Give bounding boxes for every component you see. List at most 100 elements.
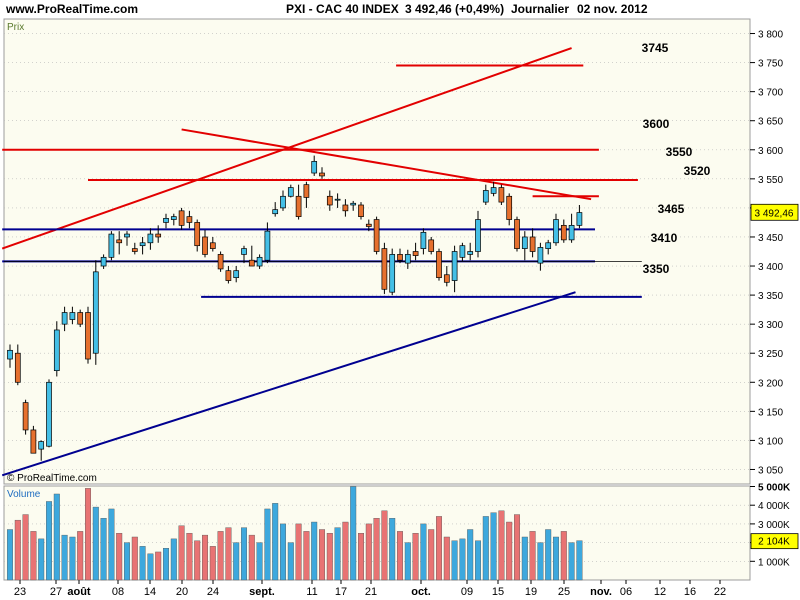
candle-body[interactable] — [553, 219, 559, 244]
volume-bar[interactable] — [365, 523, 372, 581]
volume-bar[interactable] — [84, 488, 91, 581]
volume-bar[interactable] — [295, 523, 302, 581]
volume-bar[interactable] — [280, 523, 287, 581]
candle-body[interactable] — [202, 236, 208, 255]
volume-bar[interactable] — [256, 542, 263, 581]
volume-bar[interactable] — [443, 536, 450, 581]
candle-body[interactable] — [397, 254, 403, 261]
volume-bar[interactable] — [233, 542, 240, 581]
volume-bar[interactable] — [209, 546, 216, 581]
volume-bar[interactable] — [482, 516, 489, 581]
candle-body[interactable] — [420, 231, 427, 249]
volume-bar[interactable] — [225, 527, 232, 581]
volume-bar[interactable] — [14, 519, 21, 581]
candle-body[interactable] — [326, 195, 333, 206]
volume-bar[interactable] — [404, 542, 411, 581]
candle-body[interactable] — [428, 239, 435, 252]
volume-bar[interactable] — [319, 529, 326, 581]
volume-bar[interactable] — [264, 508, 271, 581]
candle-body[interactable] — [186, 216, 193, 223]
candle-body[interactable] — [100, 256, 107, 267]
volume-bar[interactable] — [108, 508, 115, 581]
volume-bar[interactable] — [194, 540, 201, 581]
candle-body[interactable] — [311, 161, 318, 174]
candle-body[interactable] — [46, 381, 52, 447]
volume-bar[interactable] — [467, 529, 474, 581]
volume-bar[interactable] — [116, 533, 123, 581]
candle-body[interactable] — [69, 312, 76, 320]
candle-body[interactable] — [482, 190, 489, 203]
volume-bar[interactable] — [521, 536, 528, 581]
volume-bar[interactable] — [342, 521, 349, 581]
volume-bar[interactable] — [490, 512, 497, 581]
volume-bar[interactable] — [436, 516, 443, 581]
candle-body[interactable] — [225, 270, 232, 281]
volume-bar[interactable] — [6, 529, 13, 581]
volume-bar[interactable] — [389, 518, 396, 581]
candle-body[interactable] — [131, 248, 138, 252]
candle-body[interactable] — [342, 204, 349, 212]
volume-bar[interactable] — [38, 538, 45, 581]
candle-body[interactable] — [365, 223, 372, 227]
candle-body[interactable] — [155, 233, 162, 238]
volume-bar[interactable] — [475, 540, 482, 581]
volume-bar[interactable] — [201, 534, 208, 581]
candle-body[interactable] — [22, 402, 29, 431]
candle-body[interactable] — [280, 195, 286, 209]
volume-bar[interactable] — [397, 531, 404, 581]
candle-body[interactable] — [116, 239, 123, 244]
volume-bar[interactable] — [412, 533, 419, 581]
volume-bar[interactable] — [311, 521, 318, 581]
candle-body[interactable] — [108, 233, 115, 258]
volume-bar[interactable] — [139, 546, 146, 581]
volume-bar[interactable] — [303, 531, 310, 581]
candle-body[interactable] — [537, 247, 544, 264]
candle-body[interactable] — [521, 236, 528, 249]
candle-body[interactable] — [475, 219, 481, 252]
volume-bar[interactable] — [30, 531, 37, 581]
candle-body[interactable] — [451, 251, 458, 281]
candle-body[interactable] — [233, 270, 240, 279]
candle-body[interactable] — [7, 349, 13, 360]
candle-body[interactable] — [303, 184, 310, 198]
volume-bar[interactable] — [537, 542, 544, 581]
volume-bar[interactable] — [428, 529, 435, 581]
candle-body[interactable] — [412, 251, 419, 256]
candle-body[interactable] — [77, 312, 84, 325]
candle-body[interactable] — [404, 254, 411, 264]
candle-body[interactable] — [389, 254, 396, 293]
volume-bar[interactable] — [69, 536, 76, 581]
candle-body[interactable] — [506, 195, 513, 220]
volume-bar[interactable] — [560, 531, 567, 581]
candle-body[interactable] — [248, 259, 255, 267]
volume-bar[interactable] — [147, 553, 154, 581]
volume-bar[interactable] — [576, 540, 583, 581]
candle-body[interactable] — [568, 224, 575, 241]
volume-bar[interactable] — [529, 531, 536, 581]
candle-body[interactable] — [459, 245, 466, 258]
candle-body[interactable] — [170, 216, 177, 220]
volume-bar[interactable] — [506, 521, 513, 581]
site-name[interactable]: www.ProRealTime.com — [6, 2, 139, 16]
candle-body[interactable] — [443, 274, 450, 283]
volume-bar[interactable] — [451, 540, 458, 581]
volume-bar[interactable] — [373, 518, 380, 581]
candle-body[interactable] — [334, 198, 341, 201]
candle-body[interactable] — [295, 195, 302, 217]
candle-body[interactable] — [14, 352, 21, 383]
volume-bar[interactable] — [123, 542, 130, 581]
candle-body[interactable] — [545, 242, 552, 249]
volume-bar[interactable] — [459, 538, 466, 581]
volume-bar[interactable] — [326, 533, 333, 581]
volume-bar[interactable] — [334, 527, 341, 581]
volume-bar[interactable] — [92, 506, 99, 581]
volume-bar[interactable] — [61, 534, 68, 581]
volume-bar[interactable] — [381, 510, 388, 581]
candle-body[interactable] — [38, 441, 45, 450]
candle-body[interactable] — [217, 254, 224, 270]
red-trendline[interactable] — [181, 128, 592, 201]
candle-body[interactable] — [194, 222, 201, 247]
candle-body[interactable] — [350, 202, 357, 206]
candle-body[interactable] — [139, 242, 146, 247]
